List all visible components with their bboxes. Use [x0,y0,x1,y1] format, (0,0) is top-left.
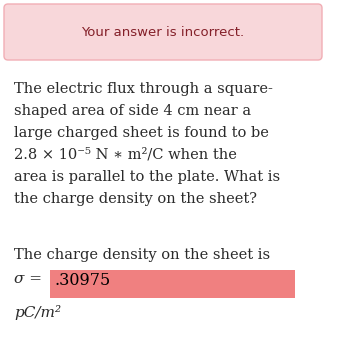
Text: The charge density on the sheet is: The charge density on the sheet is [14,248,270,262]
Text: large charged sheet is found to be: large charged sheet is found to be [14,126,269,140]
Text: Your answer is incorrect.: Your answer is incorrect. [82,25,245,38]
Text: The electric flux through a square-: The electric flux through a square- [14,82,273,96]
Bar [50,270,295,298]
Text: area is parallel to the plate. What is: area is parallel to the plate. What is [14,170,280,184]
Text: shaped area of side 4 cm near a: shaped area of side 4 cm near a [14,104,251,118]
Text: 2.8 × 10⁻⁵ N ∗ m²/C when the: 2.8 × 10⁻⁵ N ∗ m²/C when the [14,148,237,162]
Text: pC/m²: pC/m² [14,305,61,320]
Text: .30975: .30975 [55,272,111,289]
Text: the charge density on the sheet?: the charge density on the sheet? [14,192,257,206]
FancyBboxPatch shape [4,4,322,60]
Text: σ =: σ = [14,272,42,286]
